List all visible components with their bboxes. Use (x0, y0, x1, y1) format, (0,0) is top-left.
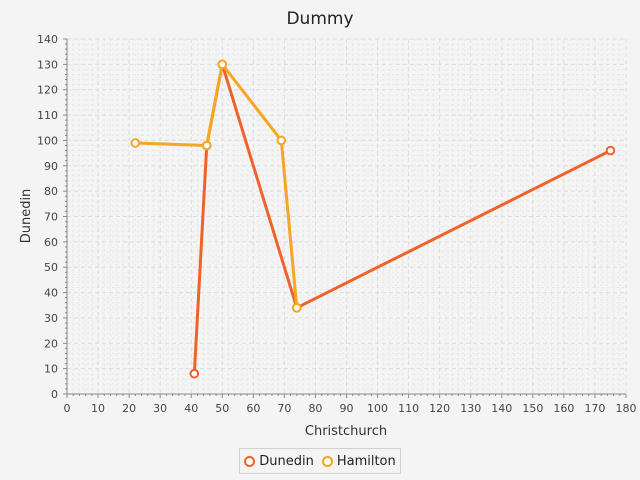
legend-item-dunedin[interactable]: Dunedin (244, 454, 314, 469)
x-tick-label: 70 (277, 402, 291, 415)
y-axis-label: Dunedin (19, 189, 34, 244)
series-hamilton (130, 59, 302, 313)
x-axis-label: Christchurch (305, 424, 387, 439)
y-tick-label: 90 (44, 160, 58, 173)
x-tick-label: 20 (122, 402, 136, 415)
legend: Dunedin Hamilton (239, 448, 401, 474)
y-tick-label: 120 (37, 84, 58, 97)
data-point (292, 302, 302, 313)
x-tick-label: 100 (367, 402, 388, 415)
axes: 0 10 20 30 40 50 60 70 80 90 100 110 120 130 140 150 160… (37, 33, 637, 415)
y-tick-label: 50 (44, 261, 58, 274)
y-tick-label: 70 (44, 211, 58, 224)
x-tick-label: 110 (398, 402, 419, 415)
y-tick-label: 30 (44, 312, 58, 325)
x-tick-label: 40 (184, 402, 198, 415)
data-point (189, 368, 200, 379)
legend-marker-icon (321, 455, 333, 467)
x-tick-label: 140 (491, 402, 512, 415)
x-tick-label: 80 (308, 402, 322, 415)
series-layer (130, 59, 616, 379)
data-point (201, 140, 212, 151)
chart-title: Dummy (286, 9, 353, 29)
legend-label: Dunedin (259, 453, 314, 469)
y-tick-label: 40 (44, 287, 58, 300)
x-tick-label: 50 (215, 402, 229, 415)
y-tick-label: 100 (37, 134, 58, 147)
grid (66, 38, 627, 395)
y-tick-label: 0 (51, 388, 58, 401)
x-tick-label: 90 (340, 402, 354, 415)
y-tick-label: 130 (37, 58, 58, 71)
y-tick-label: 140 (37, 33, 58, 46)
x-tick-label: 120 (429, 402, 450, 415)
x-tick-label: 30 (153, 402, 167, 415)
legend-marker-icon (244, 455, 256, 467)
x-tick-label: 130 (460, 402, 481, 415)
x-tick-label: 10 (91, 402, 105, 415)
x-tick-label: 60 (246, 402, 260, 415)
x-tick-label: 150 (522, 402, 543, 415)
data-point (217, 59, 228, 70)
x-tick-label: 180 (616, 402, 637, 415)
y-tick-label: 80 (44, 185, 58, 198)
legend-label: Hamilton (336, 453, 396, 469)
x-tick-label: 0 (64, 402, 71, 415)
legend-item-hamilton[interactable]: Hamilton (321, 453, 396, 469)
y-tick-label: 60 (44, 236, 58, 249)
data-point (276, 135, 287, 146)
data-point (130, 138, 141, 148)
data-point (605, 145, 616, 156)
y-tick-label: 110 (37, 109, 58, 122)
x-tick-label: 170 (584, 402, 605, 415)
x-tick-label: 160 (553, 402, 574, 415)
y-tick-label: 10 (44, 363, 58, 376)
y-tick-label: 20 (44, 337, 58, 350)
